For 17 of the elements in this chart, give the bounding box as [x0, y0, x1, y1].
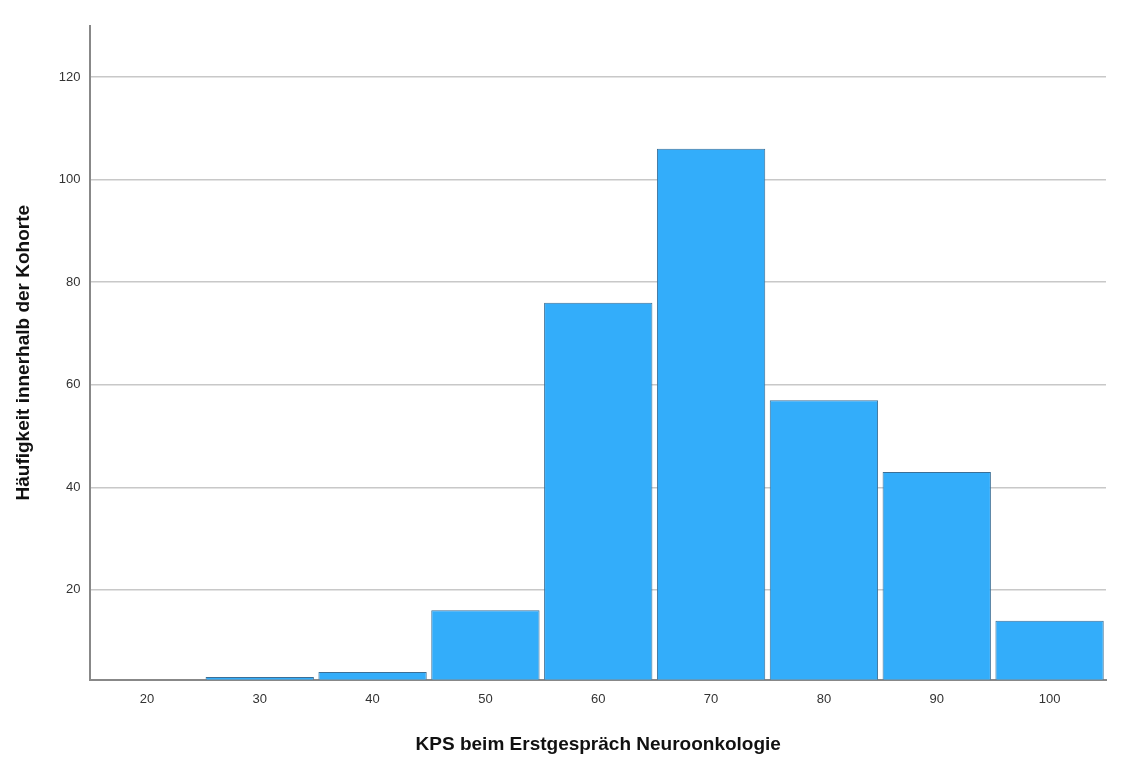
x-tick-label: 80	[816, 690, 832, 706]
y-tick-label: 20	[66, 581, 81, 597]
x-tick-label: 40	[365, 690, 380, 706]
x-tick-label: 50	[478, 690, 493, 706]
y-tick-label: 80	[66, 273, 81, 289]
x-tick-label: 20	[139, 690, 155, 706]
y-tick-label: 120	[58, 68, 81, 84]
y-tick-label: 60	[66, 376, 81, 392]
x-tick-label: 30	[252, 690, 267, 706]
x-axis-title: KPS beim Erstgespräch Neuroonkologie	[415, 732, 781, 754]
y-tick-label: 100	[58, 171, 81, 187]
x-tick-label: 100	[1038, 690, 1061, 706]
x-tick-label: 60	[591, 690, 606, 706]
y-axis-title: Häufigkeit innerhalb der Kohorte	[11, 204, 33, 501]
x-tick-label: 70	[703, 690, 719, 706]
y-tick-label: 40	[66, 478, 81, 494]
x-tick-label: 90	[929, 690, 944, 706]
